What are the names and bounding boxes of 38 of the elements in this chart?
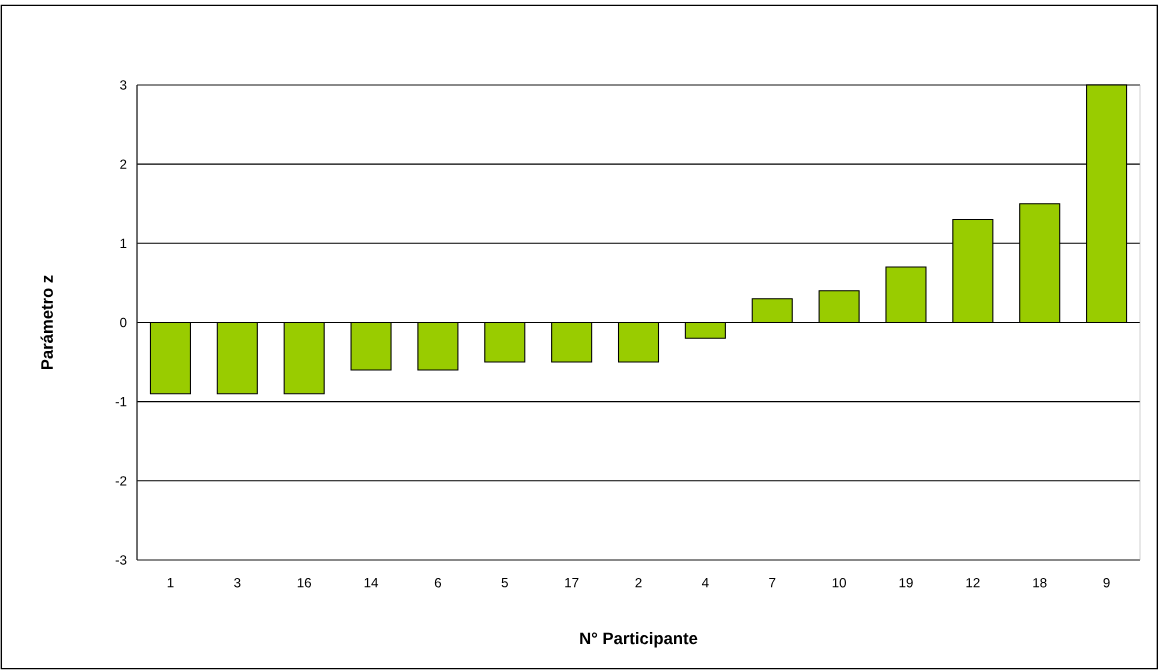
y-tick-label: 3 (120, 80, 127, 90)
bar (818, 290, 860, 324)
x-tick-label: 3 (234, 578, 241, 588)
y-tick-label: -2 (115, 476, 127, 486)
x-tick-label: 9 (1103, 578, 1110, 588)
bar (484, 321, 526, 363)
bar (885, 266, 927, 324)
x-tick-label: 17 (565, 578, 579, 588)
bar (216, 321, 258, 395)
bar (350, 321, 392, 371)
x-tick-label: 4 (701, 578, 709, 588)
x-tick-label: 2 (635, 578, 642, 588)
y-tick-label: -1 (115, 397, 127, 407)
bar (149, 321, 191, 395)
x-tick-label: 7 (769, 578, 776, 588)
bar (551, 321, 593, 363)
x-tick-label: 18 (1033, 578, 1047, 588)
y-axis-title: Parámetro z (40, 275, 53, 370)
y-tick-label: 2 (120, 159, 127, 169)
bar (617, 321, 660, 363)
y-tick-label: -3 (115, 555, 127, 565)
x-tick-label: 1 (167, 578, 174, 588)
x-tick-label: 14 (364, 578, 379, 588)
bar (684, 321, 726, 339)
x-tick-label: 10 (832, 578, 847, 588)
bar (751, 298, 793, 324)
x-tick-label: 5 (501, 578, 508, 588)
bar (1019, 203, 1061, 324)
x-tick-label: 16 (297, 578, 312, 588)
x-tick-label: 6 (434, 578, 442, 588)
x-tick-label: 19 (899, 578, 913, 588)
bar (283, 321, 325, 395)
x-axis-title: N° Participante (580, 632, 698, 648)
y-tick-label: 1 (120, 238, 127, 248)
y-tick-label: 0 (120, 317, 127, 328)
bar (417, 321, 459, 371)
x-tick-label: 12 (966, 578, 980, 588)
bar (952, 219, 994, 324)
